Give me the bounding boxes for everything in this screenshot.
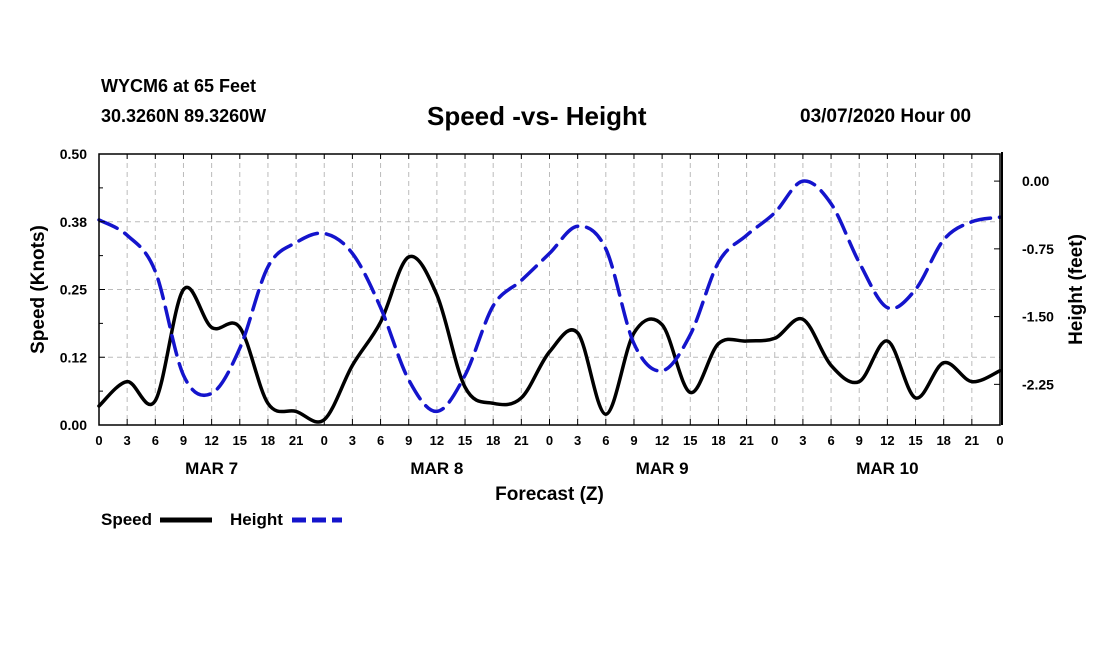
- y-left-tick-label: 0.00: [60, 417, 87, 433]
- y-left-axis-title: Speed (Knots): [28, 225, 49, 354]
- x-tick-label: 0: [546, 433, 553, 448]
- x-tick-label: 21: [289, 433, 303, 448]
- y-right-axis-title: Height (feet): [1066, 234, 1087, 345]
- x-tick-label: 21: [739, 433, 753, 448]
- height-series-line: [97, 179, 1002, 414]
- x-tick-label: 6: [377, 433, 384, 448]
- x-axis-title: Forecast (Z): [495, 484, 604, 505]
- speed-series-line: [97, 254, 1002, 424]
- x-tick-label: 12: [430, 433, 444, 448]
- y-right-tick-label: -2.25: [1022, 376, 1054, 392]
- x-tick-label: 9: [405, 433, 412, 448]
- x-tick-label: 21: [965, 433, 979, 448]
- x-tick-label: 12: [204, 433, 218, 448]
- x-tick-label: 15: [233, 433, 247, 448]
- y-left-tick-label: 0.12: [60, 349, 87, 365]
- y-left-tick-label: 0.38: [60, 214, 87, 230]
- x-tick-label: 3: [799, 433, 806, 448]
- x-tick-label: 0: [996, 433, 1003, 448]
- x-tick-label: 21: [514, 433, 528, 448]
- x-tick-label: 9: [856, 433, 863, 448]
- day-label: MAR 7: [185, 459, 238, 478]
- x-tick-label: 15: [458, 433, 472, 448]
- x-tick-label: 6: [827, 433, 834, 448]
- y-left-tick-label: 0.50: [60, 146, 87, 162]
- legend-height-label: Height: [230, 510, 283, 529]
- x-tick-label: 18: [936, 433, 950, 448]
- x-tick-label: 9: [180, 433, 187, 448]
- day-label: MAR 10: [856, 459, 918, 478]
- axes: 0 3 6 9 12 15 18 21 0 3 6 9 12 15 18 21 0 3 6 9 12 15 18 21 0 3 6 9…: [28, 146, 1087, 505]
- y-right-tick-label: -1.50: [1022, 309, 1054, 325]
- y-right-tick-label: 0.00: [1022, 173, 1049, 189]
- x-tick-label: 3: [124, 433, 131, 448]
- x-tick-label: 6: [602, 433, 609, 448]
- x-tick-label: 18: [711, 433, 725, 448]
- y-right-tick-label: -0.75: [1022, 241, 1054, 257]
- x-tick-label: 3: [349, 433, 356, 448]
- legend: Speed Height: [101, 510, 342, 529]
- legend-speed-label: Speed: [101, 510, 152, 529]
- day-label: MAR 9: [636, 459, 689, 478]
- y-left-tick-label: 0.25: [60, 282, 87, 298]
- x-tick-label: 15: [908, 433, 922, 448]
- x-tick-label: 9: [630, 433, 637, 448]
- forecast-datetime: 03/07/2020 Hour 00: [800, 106, 972, 127]
- series-layer: [97, 179, 1002, 424]
- x-tick-label: 15: [683, 433, 697, 448]
- x-tick-label: 18: [486, 433, 500, 448]
- grid: [99, 154, 1000, 425]
- x-tick-label: 18: [261, 433, 275, 448]
- x-tick-label: 3: [574, 433, 581, 448]
- station-label: WYCM6 at 65 Feet: [101, 76, 257, 96]
- coordinates-label: 30.3260N 89.3260W: [101, 106, 267, 126]
- day-label: MAR 8: [410, 459, 463, 478]
- x-tick-label: 0: [95, 433, 102, 448]
- x-tick-label: 12: [880, 433, 894, 448]
- x-tick-label: 0: [321, 433, 328, 448]
- chart-title: Speed -vs- Height: [427, 101, 647, 131]
- x-tick-label: 12: [655, 433, 669, 448]
- x-tick-label: 0: [771, 433, 778, 448]
- x-tick-label: 6: [152, 433, 159, 448]
